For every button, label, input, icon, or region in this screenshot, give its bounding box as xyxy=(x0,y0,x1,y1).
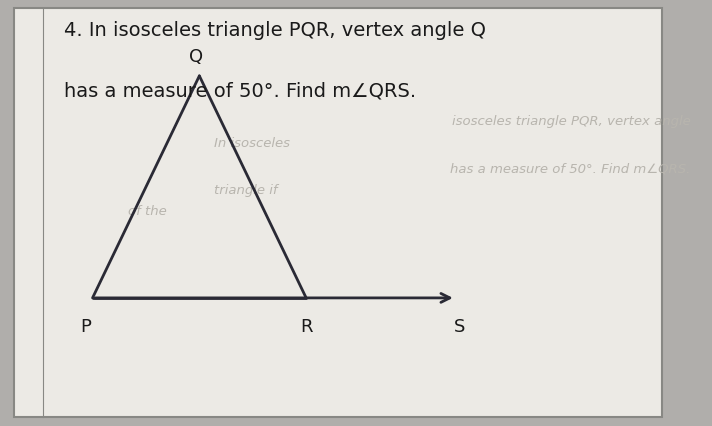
Text: Q: Q xyxy=(189,48,203,66)
Text: S: S xyxy=(454,317,465,335)
Text: 4. In isosceles triangle PQR, vertex angle Q: 4. In isosceles triangle PQR, vertex ang… xyxy=(64,21,486,40)
Text: isosceles triangle PQR, vertex angle: isosceles triangle PQR, vertex angle xyxy=(452,115,691,128)
Text: has a measure of 50°. Find m∠QRS.: has a measure of 50°. Find m∠QRS. xyxy=(450,162,691,175)
Text: In isosceles: In isosceles xyxy=(214,136,290,149)
Text: of the: of the xyxy=(128,204,167,217)
Text: triangle if: triangle if xyxy=(214,183,277,196)
Text: R: R xyxy=(300,317,313,335)
Text: P: P xyxy=(80,317,91,335)
Text: has a measure of 50°. Find m∠QRS.: has a measure of 50°. Find m∠QRS. xyxy=(64,81,417,100)
FancyBboxPatch shape xyxy=(14,9,662,417)
